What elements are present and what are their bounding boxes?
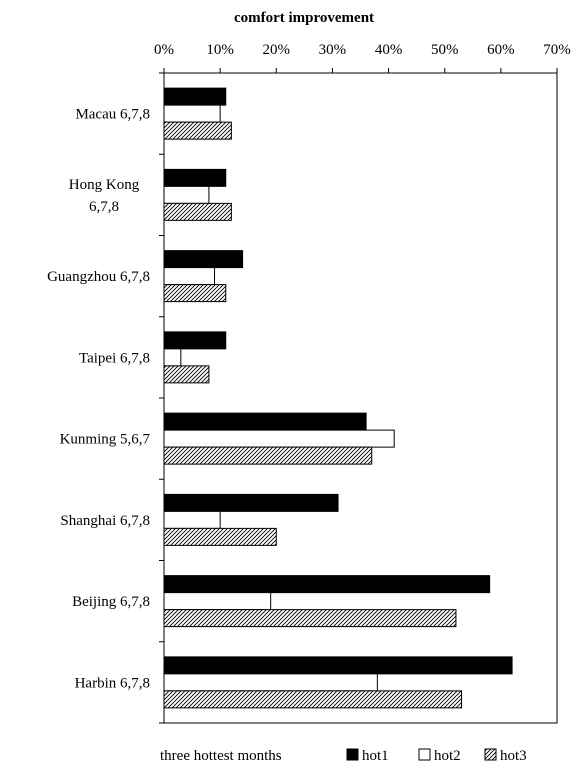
bar-hot1 (163, 250, 244, 269)
legend-swatch-hot3 (484, 748, 497, 761)
bar-hot1 (163, 331, 227, 350)
bar-hot2 (163, 673, 378, 692)
bar-hot3 (163, 121, 232, 140)
x-tick-label: 30% (319, 42, 347, 58)
legend-prefix: three hottest months (160, 748, 282, 764)
legend-label-hot1: hot1 (362, 748, 389, 764)
bar-hot3 (163, 365, 210, 384)
category-label: Kunming 5,6,7 (60, 432, 151, 448)
bar-hot2 (163, 348, 182, 367)
category-labels: Macau 6,7,8 Hong Kong 6,7,8 Guangzhou 6,7,8… (47, 107, 150, 692)
bar-hot2 (163, 592, 272, 611)
x-tick-label: 0% (154, 42, 174, 58)
bar-hot1 (163, 493, 339, 512)
legend-label-hot2: hot2 (434, 748, 461, 764)
category-label: 6,7,8 (89, 199, 119, 215)
legend-swatch-hot1 (346, 748, 359, 761)
category-label: Shanghai 6,7,8 (60, 513, 150, 529)
bar-hot1 (163, 656, 513, 675)
category-label: Guangzhou 6,7,8 (47, 269, 150, 285)
x-tick-label: 10% (206, 42, 234, 58)
plot-area (159, 72, 558, 724)
legend-label-hot3: hot3 (500, 748, 527, 764)
bar-hot3 (163, 527, 277, 546)
bar-hot3 (163, 446, 373, 465)
x-tick-label: 40% (375, 42, 403, 58)
x-axis: 0% 10% 20% 30% 40% 50% 60% 70% (154, 42, 571, 73)
category-label: Beijing 6,7,8 (72, 594, 150, 610)
bar-hot2 (163, 185, 210, 204)
bar-hot3 (163, 202, 232, 221)
bar-hot3 (163, 284, 227, 303)
x-tick-label: 70% (543, 42, 571, 58)
bar-hot1 (163, 575, 491, 594)
bar-hot2 (163, 510, 221, 529)
category-label: Taipei 6,7,8 (79, 350, 150, 366)
x-tick-label: 50% (431, 42, 459, 58)
bar-hot1 (163, 168, 227, 187)
chart-title: comfort improvement (234, 10, 374, 26)
category-label: Harbin 6,7,8 (75, 675, 150, 691)
x-tick-label: 20% (263, 42, 291, 58)
legend-swatch-hot2 (418, 748, 431, 761)
bar-hot2 (163, 267, 216, 286)
x-tick-label: 60% (487, 42, 515, 58)
bar-hot1 (163, 412, 367, 431)
category-label: Hong Kong (69, 177, 140, 193)
category-label: Macau 6,7,8 (75, 107, 150, 123)
bar-hot1 (163, 87, 227, 106)
bar-hot2 (163, 104, 221, 123)
bar-hot2 (163, 429, 395, 448)
legend: three hottest months hot1 hot2 hot3 (160, 748, 527, 764)
bar-hot3 (163, 609, 457, 628)
bar-hot3 (163, 690, 463, 709)
